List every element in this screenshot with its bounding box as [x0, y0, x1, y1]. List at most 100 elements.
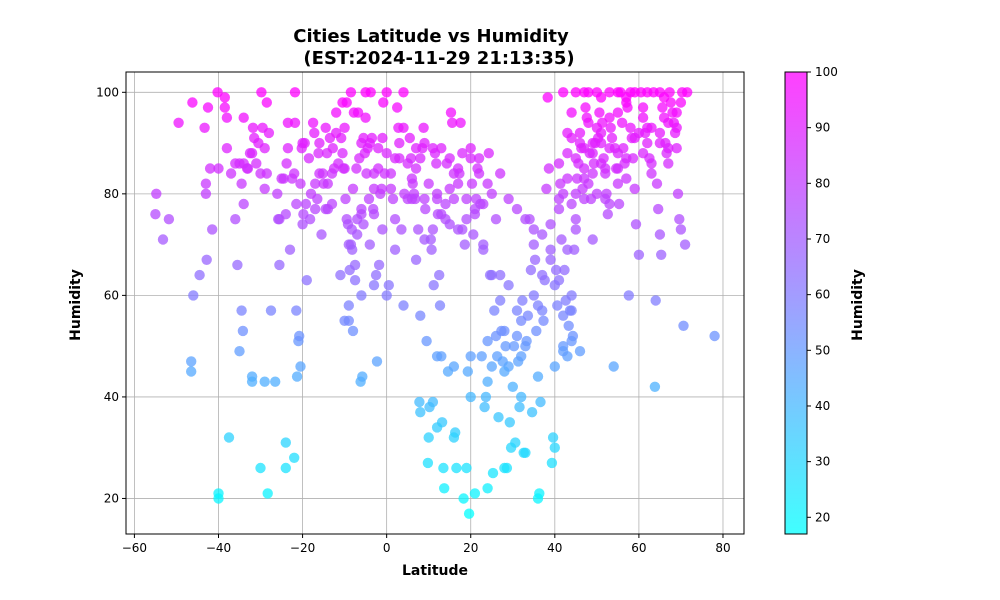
scatter-point: [612, 87, 624, 98]
y-axis-ticks: 20 40 60 80 100: [96, 85, 126, 505]
scatter-point: [320, 122, 331, 133]
scatter-point: [480, 391, 492, 403]
scatter-point: [360, 87, 371, 98]
scatter-point: [291, 305, 302, 316]
scatter-point: [570, 87, 581, 98]
scatter-point: [212, 87, 223, 98]
scatter-point: [457, 148, 468, 159]
scatter-point: [546, 457, 558, 469]
scatter-point: [297, 219, 308, 230]
scatter-point: [251, 158, 262, 169]
scatter-point: [360, 112, 371, 123]
scatter-point: [549, 442, 560, 453]
scatter-point: [528, 239, 539, 250]
scatter-point: [672, 188, 684, 199]
scatter-point: [663, 158, 674, 169]
scatter-point: [604, 87, 615, 98]
scatter-point: [434, 300, 446, 311]
scatter-point: [347, 183, 359, 194]
scatter-point: [431, 158, 442, 169]
scatter-point: [410, 254, 422, 265]
scatter-point: [307, 117, 319, 128]
scatter-point: [157, 234, 169, 245]
scatter-point: [545, 244, 556, 255]
scatter-point: [310, 178, 321, 189]
scatter-point: [385, 183, 397, 194]
scatter-point: [452, 178, 464, 189]
scatter-point: [356, 203, 367, 215]
scatter-point: [259, 143, 270, 154]
scatter-point: [445, 107, 457, 118]
scatter-point: [553, 193, 565, 205]
scatter-point: [427, 396, 439, 408]
scatter-point: [259, 183, 270, 194]
scatter-point: [276, 173, 287, 184]
scatter-point: [600, 163, 611, 174]
scatter-point: [368, 168, 380, 179]
scatter-point: [357, 371, 368, 382]
scatter-point: [436, 143, 447, 154]
scatter-point: [479, 401, 490, 413]
scatter-point: [516, 351, 527, 362]
scatter-point: [473, 168, 485, 179]
scatter-point: [580, 102, 591, 113]
scatter-point: [387, 193, 399, 205]
scatter-point: [482, 376, 493, 387]
scatter-point: [300, 198, 312, 210]
scatter-point: [383, 280, 394, 291]
scatter-point: [545, 219, 556, 230]
scatter-point: [431, 422, 443, 433]
scatter-point: [444, 183, 455, 194]
scatter-point: [559, 264, 570, 276]
scatter-point: [274, 259, 285, 271]
scatter-point: [448, 168, 460, 179]
scatter-point: [520, 214, 531, 225]
scatter-point: [552, 300, 563, 311]
scatter-point: [150, 209, 161, 220]
scatter-point: [646, 122, 657, 133]
scatter-point: [566, 132, 577, 144]
scatter-point: [633, 249, 645, 260]
scatter-point: [537, 269, 548, 281]
scatter-point: [478, 239, 489, 250]
colorbar-tick-label: 40: [815, 399, 830, 413]
scatter-point: [389, 244, 401, 255]
scatter-point: [538, 315, 549, 326]
scatter-point: [444, 153, 455, 164]
scatter-point: [423, 178, 434, 189]
scatter-point: [289, 117, 301, 128]
scatter-point: [562, 148, 573, 159]
scatter-point: [304, 214, 316, 225]
scatter-point: [392, 102, 403, 113]
scatter-point: [520, 447, 531, 458]
scatter-point: [398, 300, 409, 311]
scatter-point: [213, 493, 224, 504]
scatter-point: [709, 330, 720, 342]
scatter-point: [517, 295, 528, 306]
scatter-point: [440, 198, 451, 210]
scatter-point: [562, 173, 573, 184]
scatter-point: [566, 198, 577, 210]
scatter-point: [604, 143, 615, 154]
scatter-point: [482, 178, 493, 189]
scatter-point: [466, 178, 478, 189]
scatter-point: [501, 462, 513, 474]
y-tick-label: 40: [104, 390, 119, 404]
scatter-point: [558, 87, 569, 98]
scatter-point: [653, 203, 664, 215]
scatter-point: [415, 153, 426, 164]
scatter-point: [613, 198, 625, 210]
scatter-point: [612, 107, 624, 118]
scatter-point: [465, 143, 476, 154]
scatter-point: [531, 325, 542, 337]
scatter-point: [459, 239, 470, 250]
scatter-point: [663, 117, 674, 128]
scatter-point: [587, 168, 598, 179]
scatter-point: [587, 148, 598, 159]
scatter-point: [469, 209, 481, 220]
scatter-point: [566, 335, 577, 347]
scatter-point: [503, 280, 514, 291]
scatter-point: [637, 102, 649, 113]
scatter-point: [448, 432, 460, 443]
